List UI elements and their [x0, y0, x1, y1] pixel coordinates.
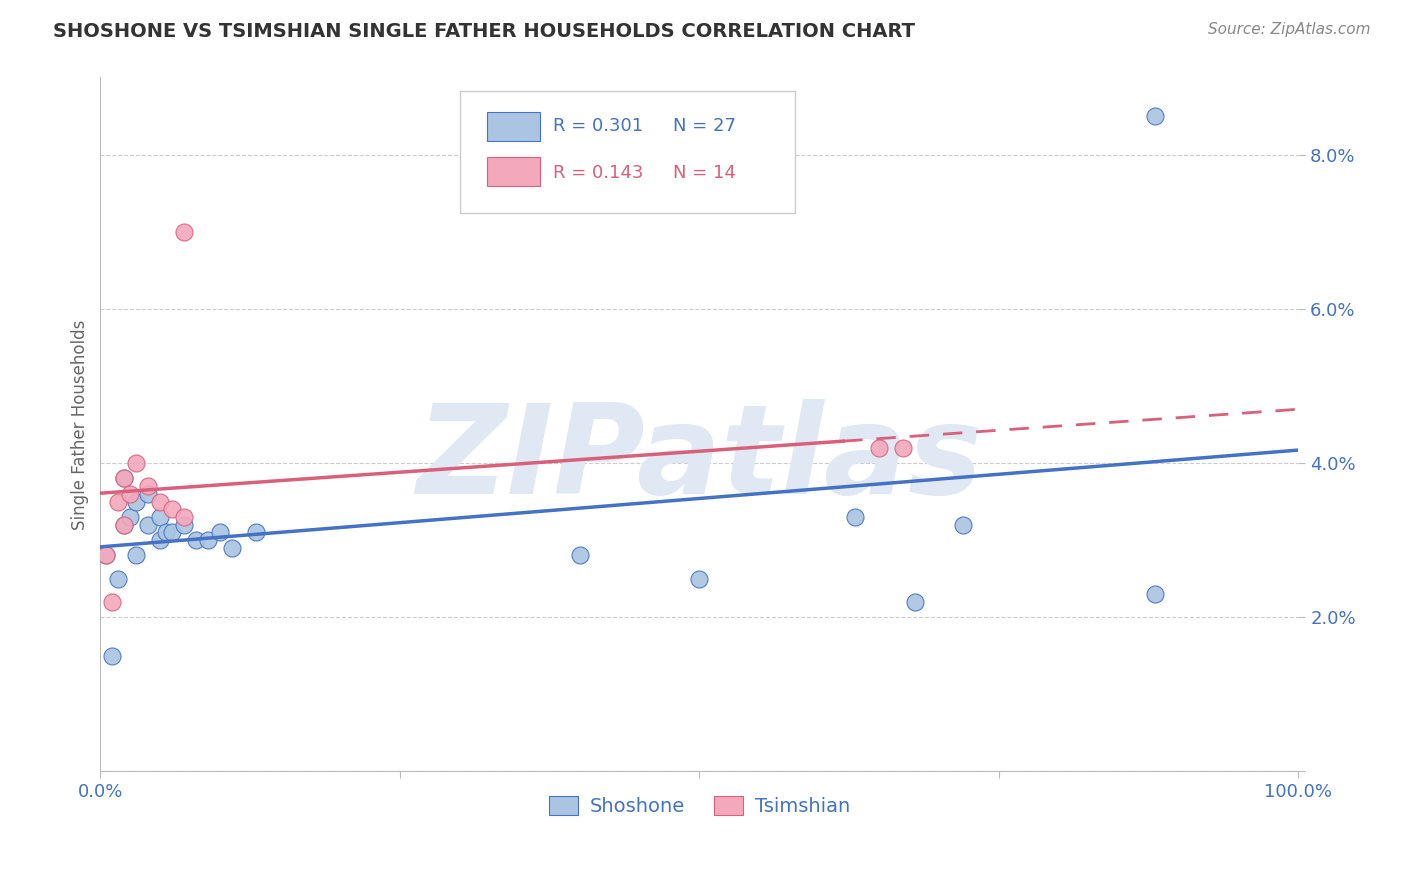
Point [197, 533, 219, 547]
Point [101, 648, 124, 663]
Point [162, 525, 184, 540]
Point [136, 517, 159, 532]
Point [173, 517, 195, 532]
Point [136, 479, 159, 493]
Point [868, 441, 890, 455]
Point [96, 549, 118, 563]
Point [120, 510, 142, 524]
FancyBboxPatch shape [488, 112, 540, 141]
Point [149, 494, 172, 508]
Point [952, 517, 974, 532]
Point [96, 549, 118, 563]
Y-axis label: Single Father Households: Single Father Households [72, 319, 89, 530]
Point [155, 525, 177, 540]
Point [904, 595, 927, 609]
Point [568, 549, 591, 563]
Point [173, 510, 195, 524]
Point [107, 494, 129, 508]
Text: N = 27: N = 27 [673, 117, 735, 135]
Text: N = 14: N = 14 [673, 164, 735, 182]
Point [245, 525, 267, 540]
Point [125, 494, 148, 508]
Point [112, 471, 135, 485]
Point [125, 549, 148, 563]
FancyBboxPatch shape [460, 91, 796, 213]
Point [112, 517, 135, 532]
Point [120, 487, 142, 501]
Point [112, 471, 135, 485]
Point [1143, 109, 1166, 123]
Point [186, 533, 208, 547]
Point [149, 510, 172, 524]
Text: Source: ZipAtlas.com: Source: ZipAtlas.com [1208, 22, 1371, 37]
FancyBboxPatch shape [488, 157, 540, 186]
Point [844, 510, 866, 524]
Point [162, 502, 184, 516]
Text: R = 0.301: R = 0.301 [553, 117, 644, 135]
Point [209, 525, 232, 540]
Point [125, 456, 148, 470]
Point [101, 595, 124, 609]
Legend: Shoshone, Tsimshian: Shoshone, Tsimshian [541, 789, 858, 824]
Point [149, 533, 172, 547]
Point [688, 572, 710, 586]
Point [1143, 587, 1166, 601]
Point [891, 441, 914, 455]
Text: SHOSHONE VS TSIMSHIAN SINGLE FATHER HOUSEHOLDS CORRELATION CHART: SHOSHONE VS TSIMSHIAN SINGLE FATHER HOUS… [53, 22, 915, 41]
Point [173, 225, 195, 239]
Point [112, 517, 135, 532]
Point [107, 572, 129, 586]
Point [221, 541, 243, 555]
Text: R = 0.143: R = 0.143 [553, 164, 644, 182]
Text: ZIPatlas: ZIPatlas [416, 399, 983, 520]
Point [136, 487, 159, 501]
